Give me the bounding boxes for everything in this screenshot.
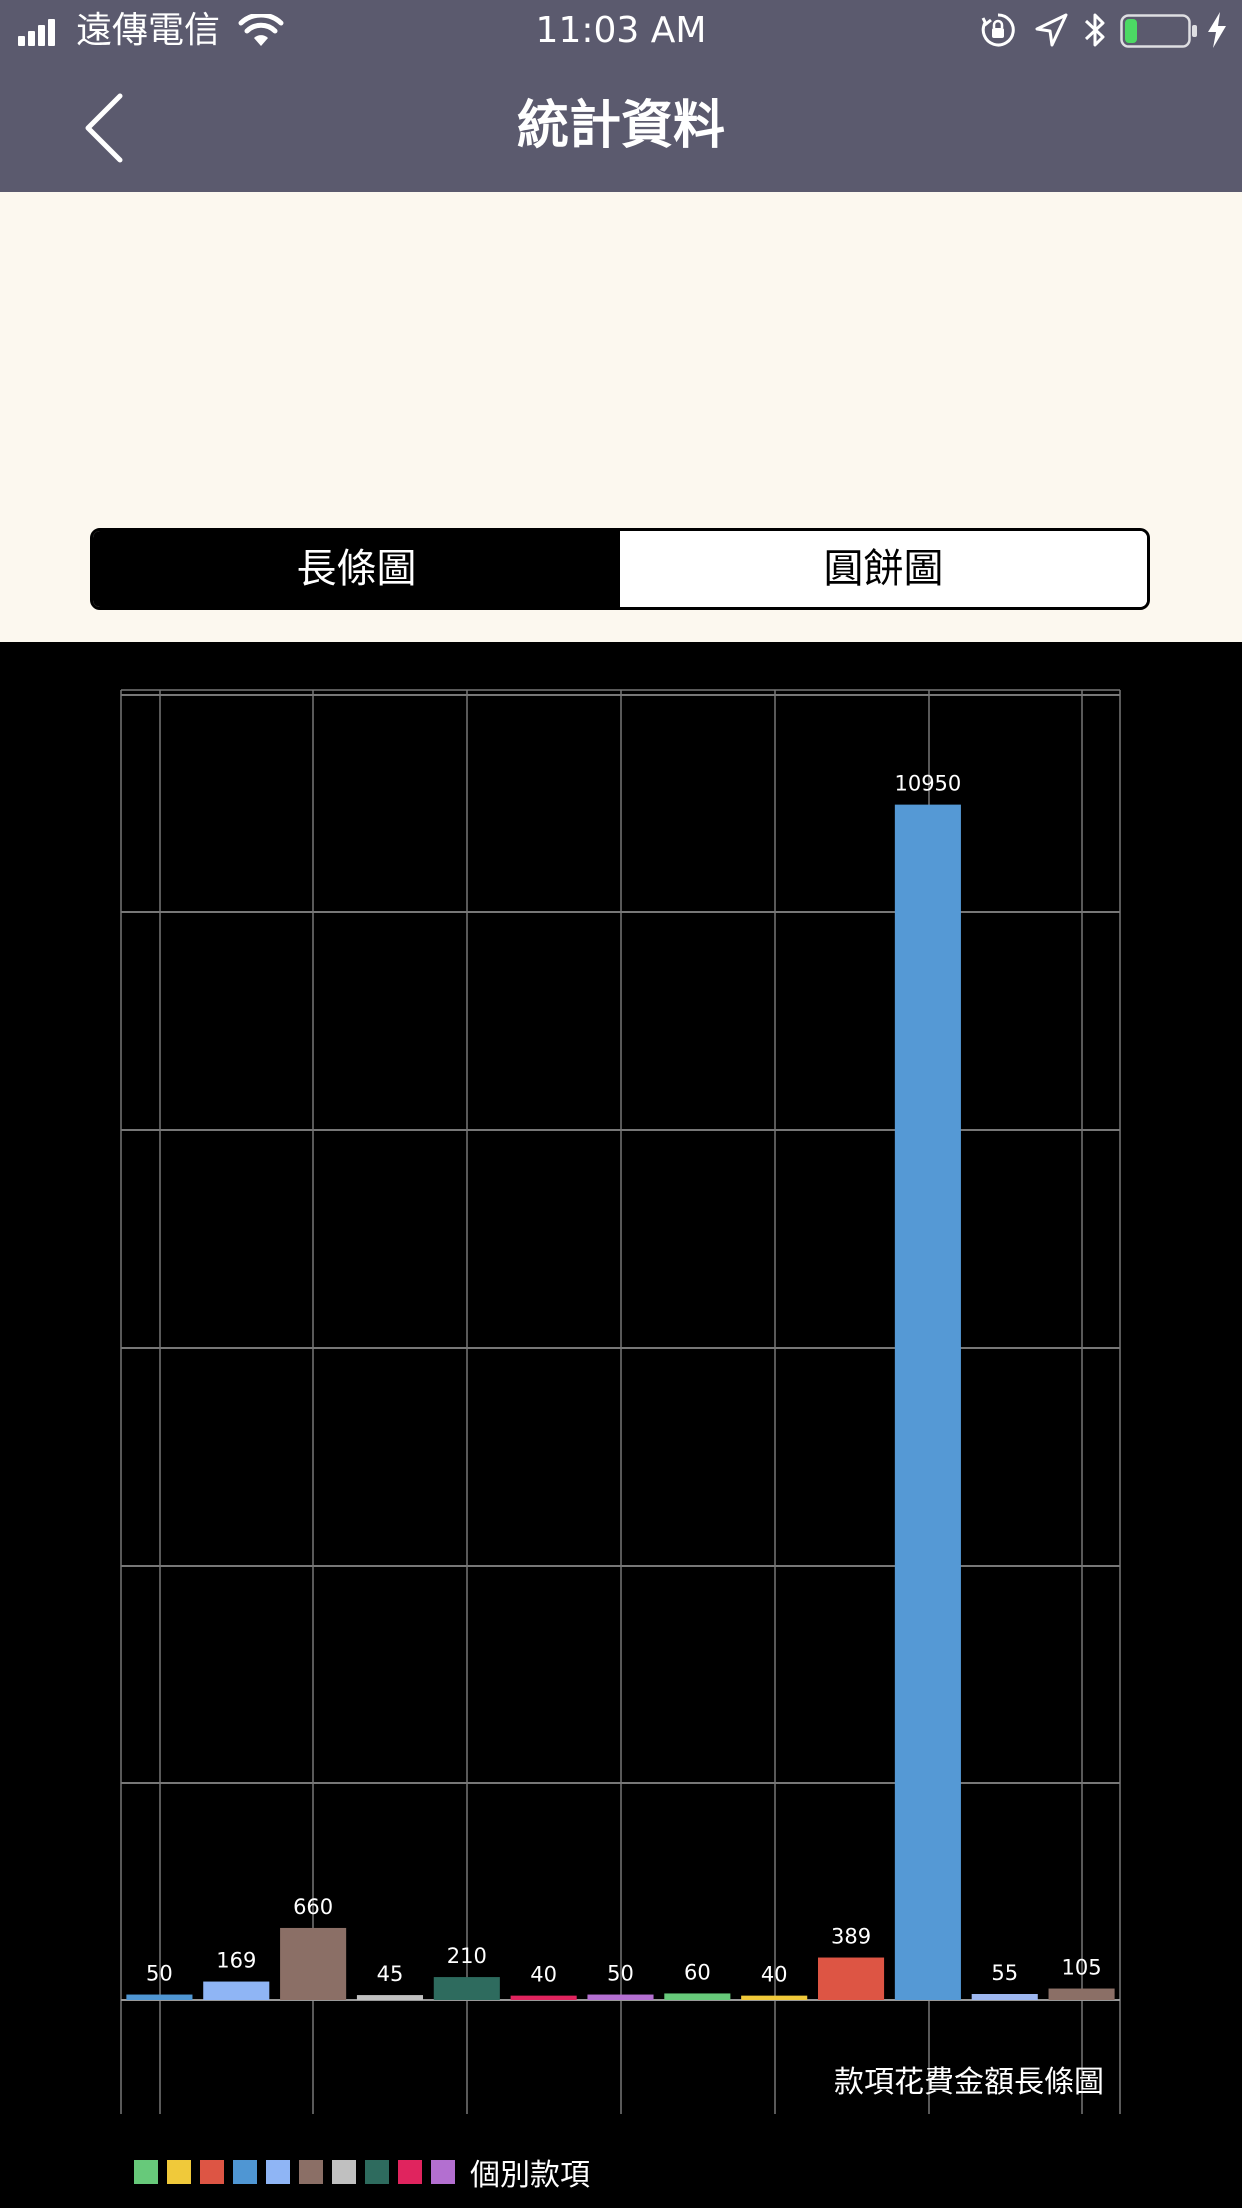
chart-bar: [126, 1995, 192, 2000]
legend-swatch: [266, 2160, 290, 2184]
chart-data-label: 55: [991, 1961, 1018, 1985]
chart-data-label: 660: [293, 1895, 333, 1919]
chart-grid: [121, 690, 1120, 2114]
chart-data-label: 105: [1062, 1956, 1102, 1980]
chart-data-label: 45: [377, 1962, 404, 1986]
chart-bar: [587, 1995, 653, 2000]
chart-data-label: 40: [761, 1963, 788, 1987]
legend-swatch: [200, 2160, 224, 2184]
legend-swatch: [365, 2160, 389, 2184]
legend-swatch: [233, 2160, 257, 2184]
legend-swatch: [332, 2160, 356, 2184]
legend-swatches: [134, 2160, 464, 2184]
chart-legend: 個別款項: [134, 2156, 590, 2188]
chart-data-label: 210: [447, 1944, 487, 1968]
legend-swatch: [299, 2160, 323, 2184]
legend-swatch: [398, 2160, 422, 2184]
chart-bar: [895, 805, 961, 2000]
legend-swatch: [431, 2160, 455, 2184]
chart-bar: [434, 1977, 500, 2000]
chart-bar: [203, 1982, 269, 2000]
legend-label: 個別款項: [470, 2150, 590, 2194]
chart-bar: [664, 1993, 730, 2000]
chart-bar: [972, 1994, 1038, 2000]
chart-bar: [1049, 1989, 1115, 2000]
bar-chart: 50 169 660 45 210 40 50 60 40 389 10950 55 105 款項花費金…: [0, 0, 1242, 2140]
chart-bar: [357, 1995, 423, 2000]
chart-data-label: 40: [530, 1963, 557, 1987]
chart-description: 款項花費金額長條圖: [834, 2065, 1104, 2100]
legend-swatch: [134, 2160, 158, 2184]
chart-bar: [511, 1996, 577, 2000]
chart-data-label: 10950: [894, 772, 961, 796]
chart-data-label: 50: [146, 1962, 173, 1986]
chart-data-label: 169: [216, 1949, 256, 1973]
chart-bar: [741, 1996, 807, 2000]
legend-swatch: [167, 2160, 191, 2184]
chart-data-label: 60: [684, 1960, 711, 1984]
chart-bar: [280, 1928, 346, 2000]
chart-data-label: 389: [831, 1925, 871, 1949]
chart-data-label: 50: [607, 1962, 634, 1986]
chart-bar: [818, 1958, 884, 2000]
